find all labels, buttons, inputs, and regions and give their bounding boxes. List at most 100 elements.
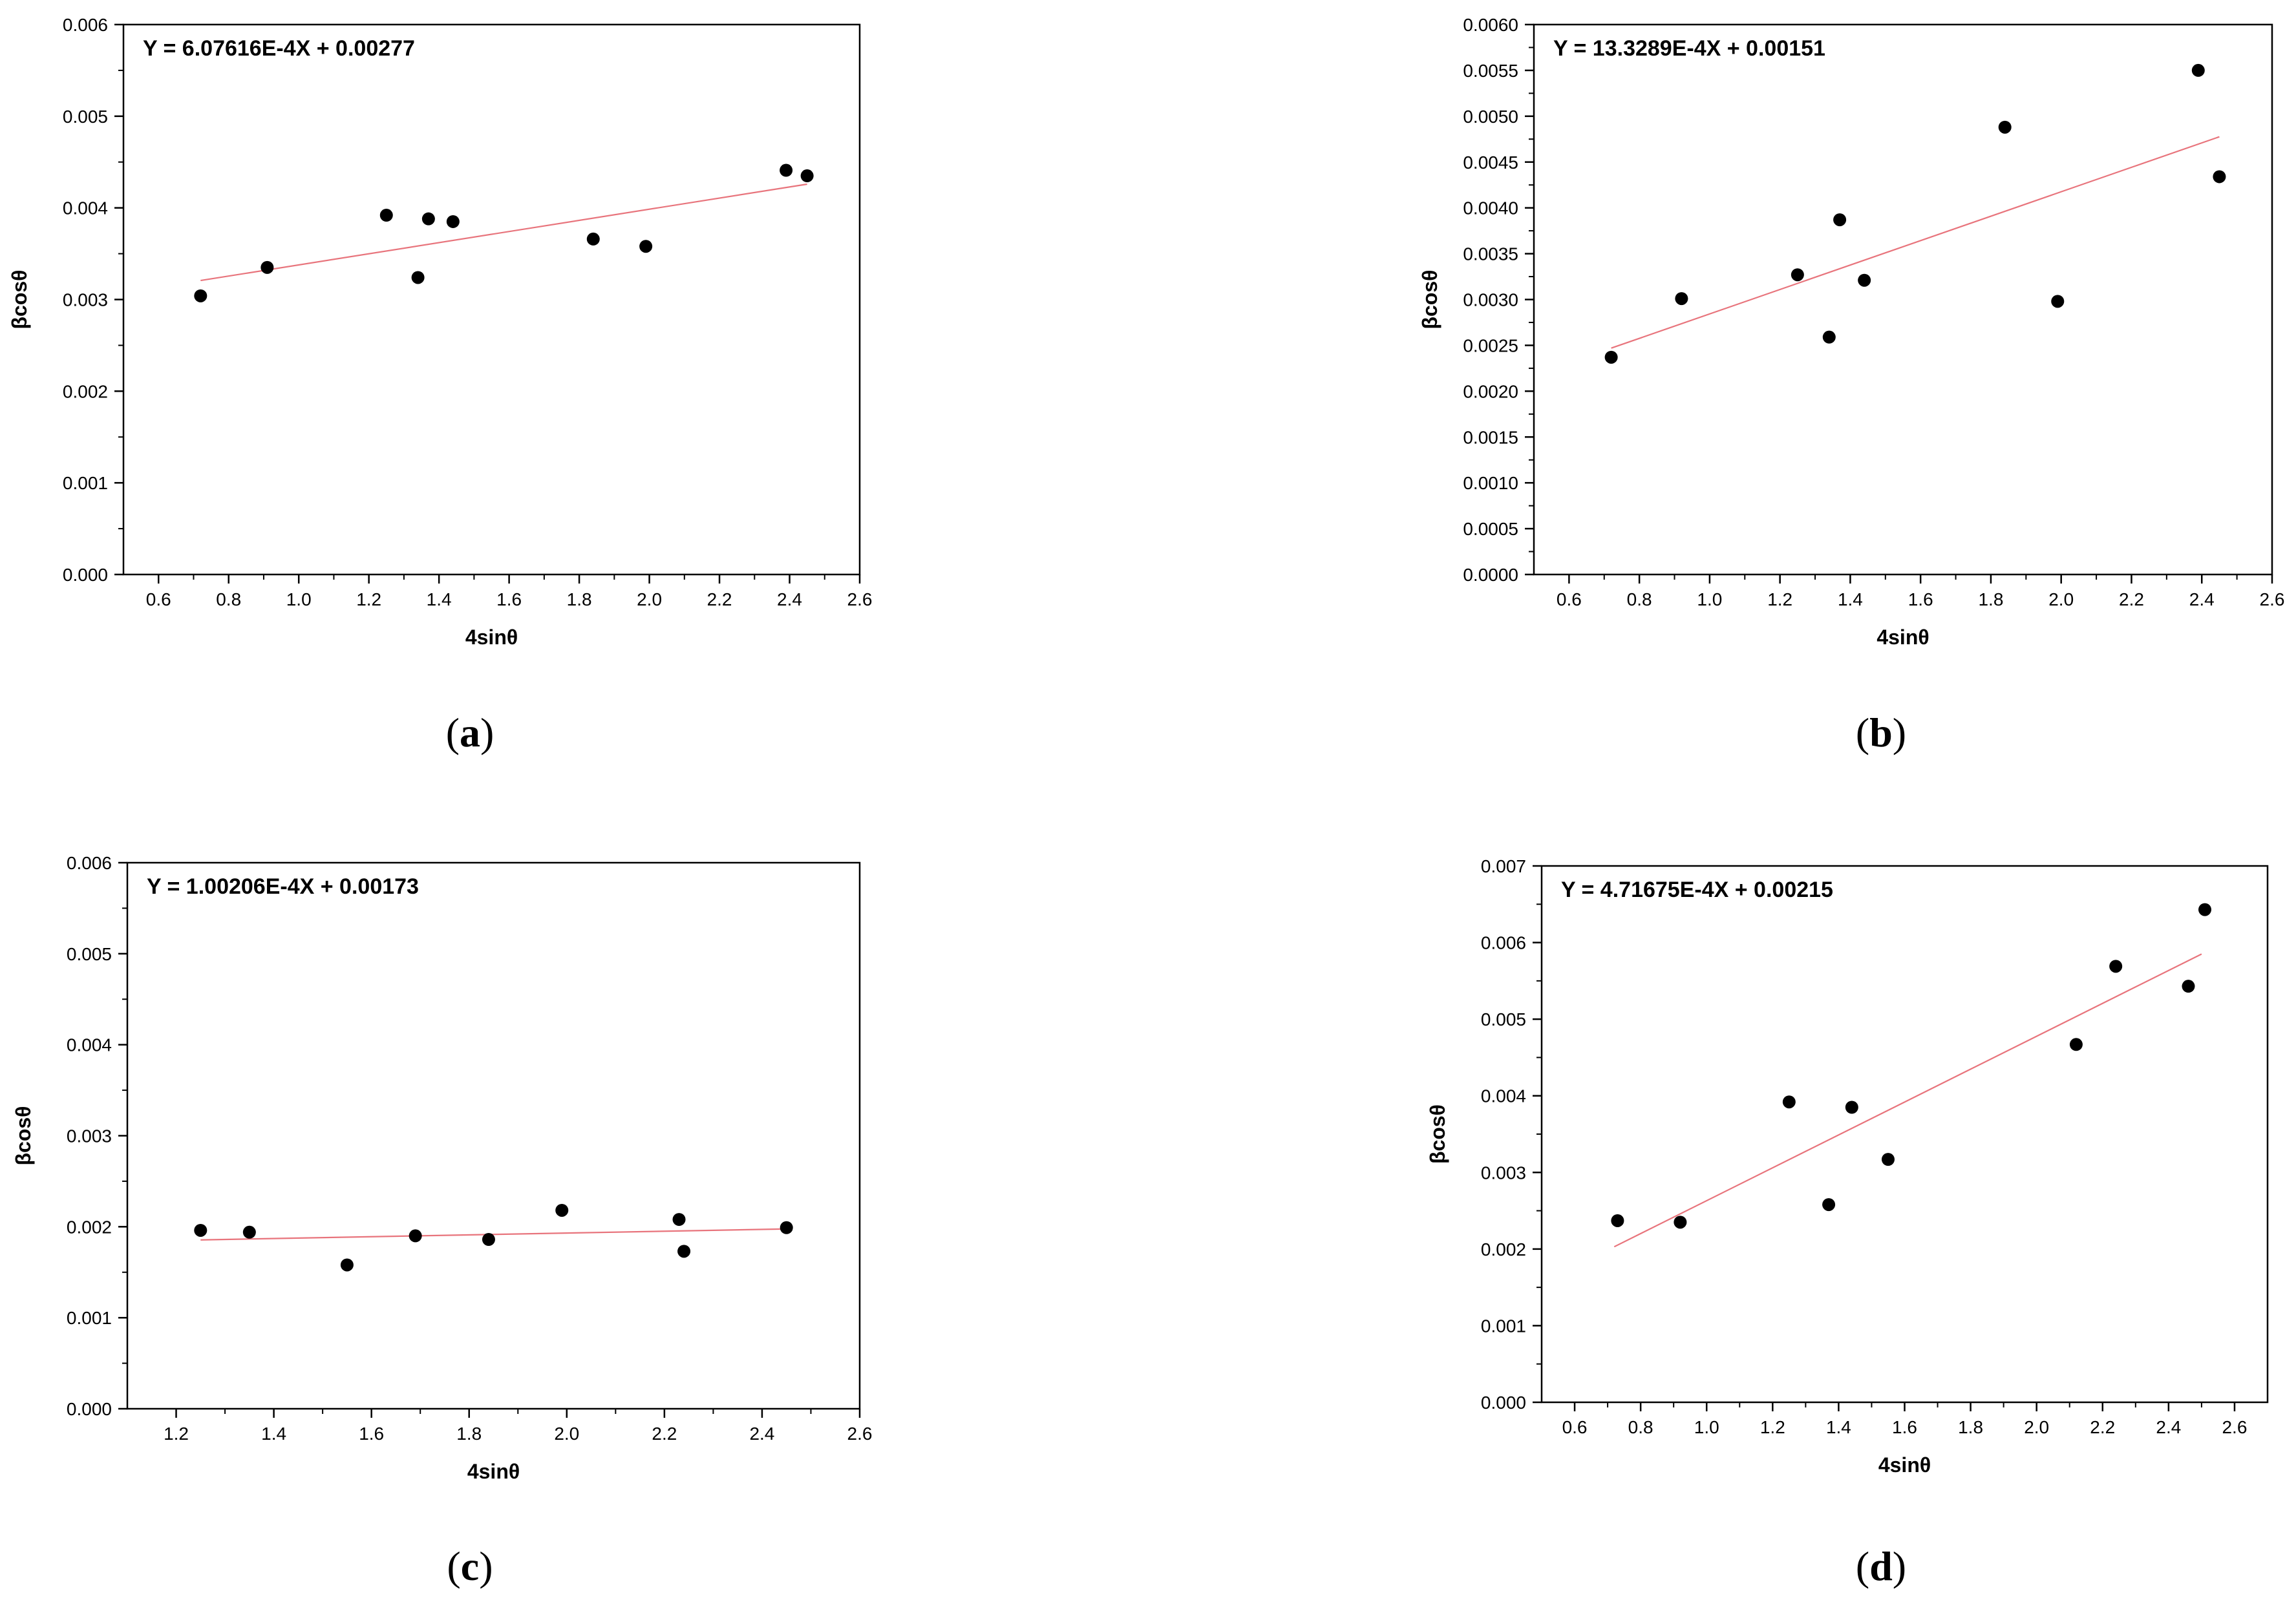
- y-tick-label: 0.0020: [1463, 381, 1518, 401]
- data-point: [639, 240, 653, 253]
- x-tick-label: 0.6: [1562, 1417, 1588, 1437]
- x-tick-label: 1.4: [1826, 1417, 1851, 1437]
- x-tick-label: 1.6: [1908, 589, 1933, 609]
- data-point: [1998, 120, 2012, 134]
- y-tick-label: 0.005: [1481, 1009, 1526, 1029]
- x-tick-label: 1.8: [456, 1424, 482, 1444]
- y-tick-label: 0.001: [63, 473, 108, 493]
- y-tick-label: 0.0010: [1463, 473, 1518, 493]
- x-tick-label: 2.4: [777, 589, 802, 609]
- data-point: [446, 215, 460, 228]
- y-tick-label: 0.0050: [1463, 107, 1518, 127]
- y-tick-label: 0.004: [67, 1035, 112, 1055]
- y-tick-label: 0.003: [1481, 1163, 1526, 1183]
- x-tick-label: 0.8: [1628, 1417, 1653, 1437]
- data-point: [586, 232, 600, 246]
- chart-panel-d: 0.6 0.8 1.0 1.2 1.4 1.6 1.8 2.0 2.2 2.4 2.6 0.000 0.…: [1426, 856, 2269, 1589]
- data-point: [411, 271, 425, 284]
- y-tick-label: 0.000: [63, 565, 108, 585]
- y-tick-label: 0.000: [1481, 1393, 1526, 1413]
- x-axis-title: 4sinθ: [1876, 626, 1929, 649]
- data-point: [780, 163, 793, 177]
- fit-line: [1611, 136, 2220, 349]
- data-point: [242, 1225, 256, 1239]
- x-tick-label: 1.2: [1767, 589, 1792, 609]
- panel-label-letter: c: [461, 1543, 479, 1589]
- x-tick-label: 1.4: [1838, 589, 1863, 609]
- fit-line: [1613, 953, 2202, 1248]
- data-point: [1822, 1198, 1836, 1212]
- y-tick-label: 0.000: [67, 1399, 112, 1419]
- x-axis-title: 4sinθ: [465, 626, 518, 649]
- data-point: [1604, 350, 1618, 364]
- y-tick-label: 0.0035: [1463, 244, 1518, 264]
- panel-label-open-paren: (: [447, 1543, 460, 1589]
- x-tick-label: 2.2: [2119, 589, 2144, 609]
- data-point: [2069, 1038, 2083, 1051]
- y-tick-label: 0.002: [63, 381, 108, 401]
- data-point: [800, 169, 814, 183]
- data-point: [421, 212, 435, 226]
- data-point: [672, 1213, 686, 1227]
- data-point: [482, 1233, 495, 1247]
- chart-panel-a: 0.6 0.8 1.0 1.2 1.4 1.6 1.8 2.0 2.2 2.4 2.6 0.000 0.…: [8, 15, 872, 755]
- plot-frame: [126, 861, 861, 1410]
- data-point: [1791, 268, 1804, 282]
- y-tick-label: 0.006: [67, 853, 112, 873]
- panel-label-letter: d: [1869, 1543, 1893, 1589]
- data-point: [1822, 330, 1836, 344]
- y-tick-label: 0.0025: [1463, 335, 1518, 355]
- data-point: [1611, 1214, 1624, 1227]
- x-tick-label: 0.8: [216, 589, 241, 609]
- panel-label: (b): [1856, 710, 1906, 755]
- y-axis-title: βcosθ: [8, 270, 31, 330]
- data-point: [1675, 292, 1688, 306]
- panel-label-letter: b: [1869, 710, 1893, 755]
- x-tick-label: 1.2: [164, 1424, 189, 1444]
- x-tick-label: 1.8: [1978, 589, 2003, 609]
- x-tick-label: 2.0: [554, 1424, 579, 1444]
- y-tick-label: 0.003: [63, 290, 108, 310]
- data-point: [2198, 903, 2212, 916]
- x-tick-label: 0.8: [1627, 589, 1652, 609]
- y-axis-title: βcosθ: [12, 1106, 35, 1166]
- fit-equation: Y = 1.00206E-4X + 0.00173: [147, 874, 419, 899]
- data-point: [1674, 1216, 1687, 1229]
- panel-label-open-paren: (: [446, 710, 460, 755]
- panel-label: (d): [1856, 1543, 1906, 1589]
- data-point: [2213, 170, 2226, 184]
- x-tick-label: 1.2: [1760, 1417, 1785, 1437]
- x-tick-label: 1.8: [1958, 1417, 1983, 1437]
- y-tick-label: 0.001: [67, 1308, 112, 1328]
- y-tick-label: 0.0005: [1463, 519, 1518, 539]
- x-tick-label: 1.2: [356, 589, 381, 609]
- data-point: [555, 1203, 569, 1217]
- y-tick-label: 0.003: [67, 1126, 112, 1146]
- y-tick-label: 0.002: [1481, 1239, 1526, 1259]
- y-tick-label: 0.001: [1481, 1316, 1526, 1336]
- plot-frame: [1533, 23, 2273, 576]
- y-tick-label: 0.006: [1481, 933, 1526, 953]
- x-tick-label: 2.6: [847, 1424, 873, 1444]
- y-tick-label: 0.0030: [1463, 290, 1518, 310]
- y-tick-label: 0.0055: [1463, 61, 1518, 81]
- panel-label-close-paren: ): [479, 1543, 493, 1589]
- x-tick-label: 2.4: [2156, 1417, 2181, 1437]
- data-point: [340, 1258, 354, 1272]
- x-tick-label: 2.0: [637, 589, 662, 609]
- x-tick-label: 2.2: [2090, 1417, 2115, 1437]
- y-axis-title: βcosθ: [1418, 270, 1441, 330]
- y-tick-label: 0.005: [67, 944, 112, 964]
- x-tick-label: 1.0: [1697, 589, 1722, 609]
- x-tick-label: 1.0: [286, 589, 312, 609]
- x-tick-label: 1.4: [261, 1424, 286, 1444]
- plot-frame: [1540, 865, 2269, 1404]
- x-tick-label: 2.4: [749, 1424, 774, 1444]
- y-tick-label: 0.007: [1481, 856, 1526, 876]
- chart-panel-b: 0.6 0.8 1.0 1.2 1.4 1.6 1.8 2.0 2.2 2.4 2.6 0.0000 0…: [1418, 15, 2284, 755]
- data-point: [1782, 1095, 1796, 1109]
- data-point: [780, 1221, 793, 1234]
- x-tick-label: 2.2: [652, 1424, 677, 1444]
- panel-label-open-paren: (: [1856, 1543, 1869, 1589]
